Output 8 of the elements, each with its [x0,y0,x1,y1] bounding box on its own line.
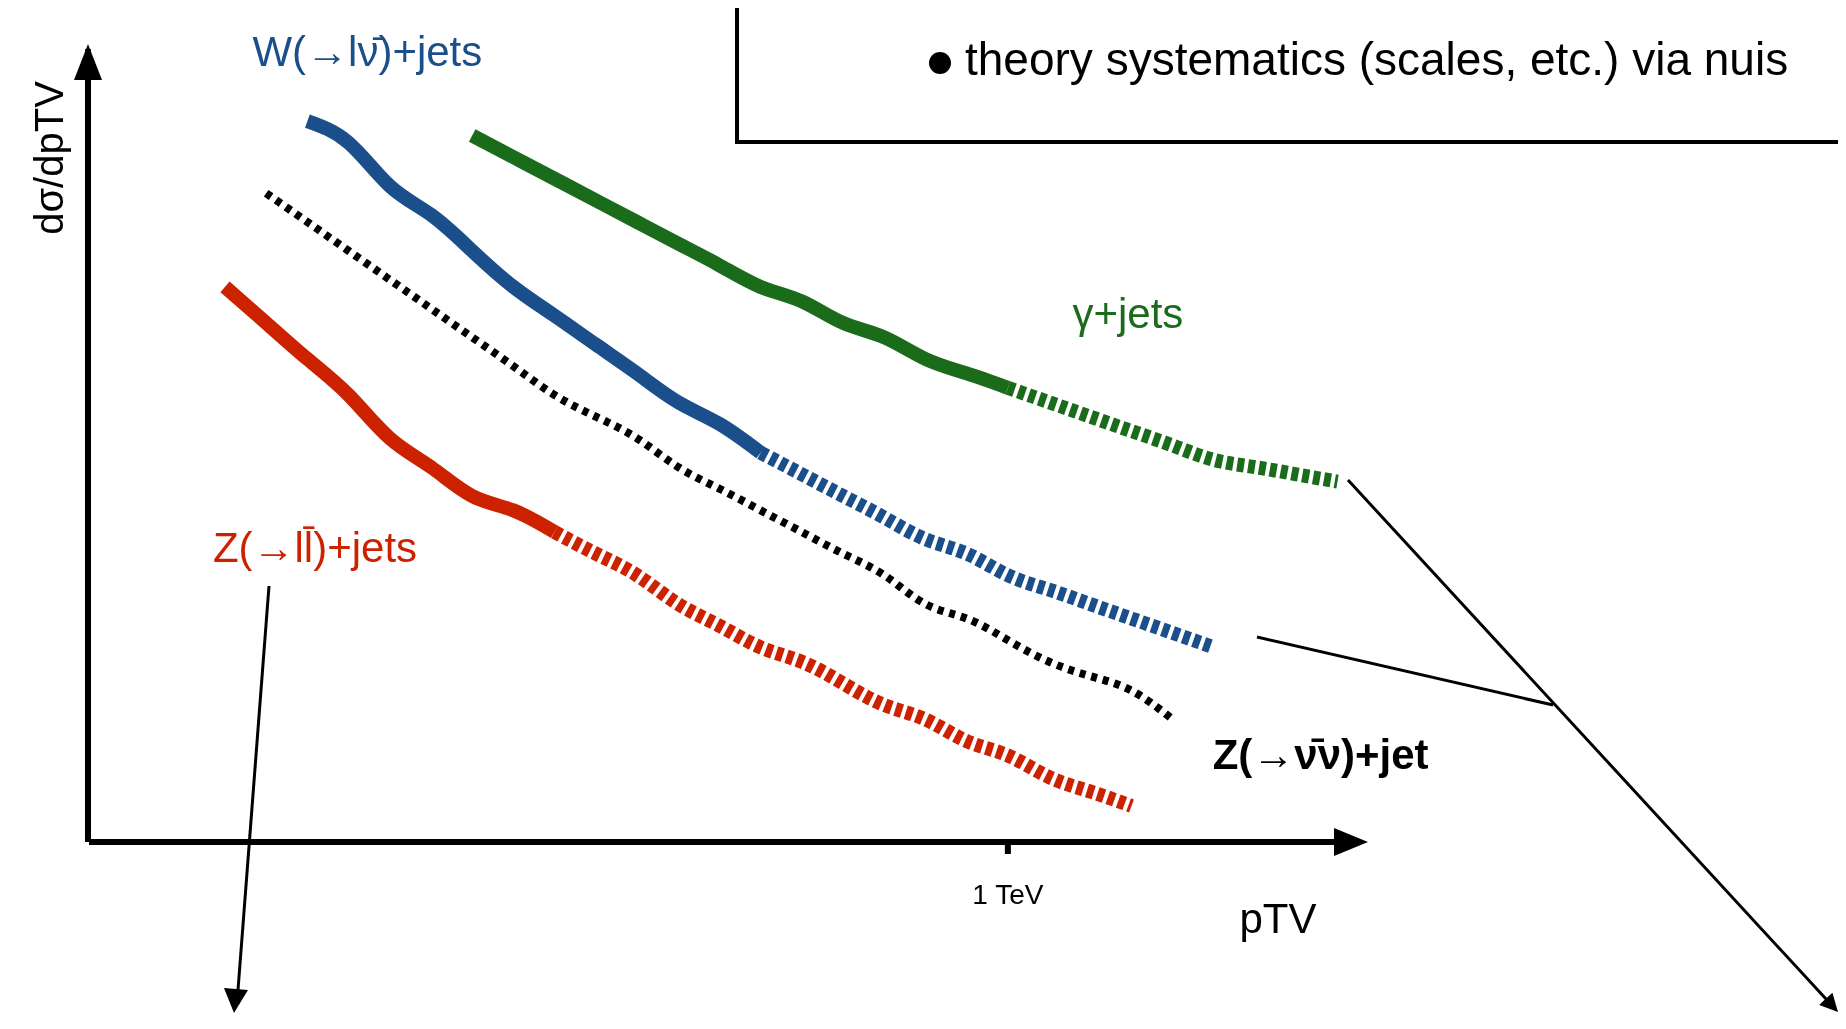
x-axis-title: pTV [1239,895,1317,942]
series-label: Z(→ν̄ν)+jet [1212,731,1429,779]
y-axis-title: dσ/dpTV [27,80,71,235]
text: 1 TeV [972,878,1044,910]
series-label: W(→lν̄)+jets [252,28,483,76]
text: theory systematics (scales, etc.) via nuis [965,33,1789,85]
series-label: γ+jets [1072,289,1184,337]
series-label: Z(→ll̄)+jets [212,523,418,571]
